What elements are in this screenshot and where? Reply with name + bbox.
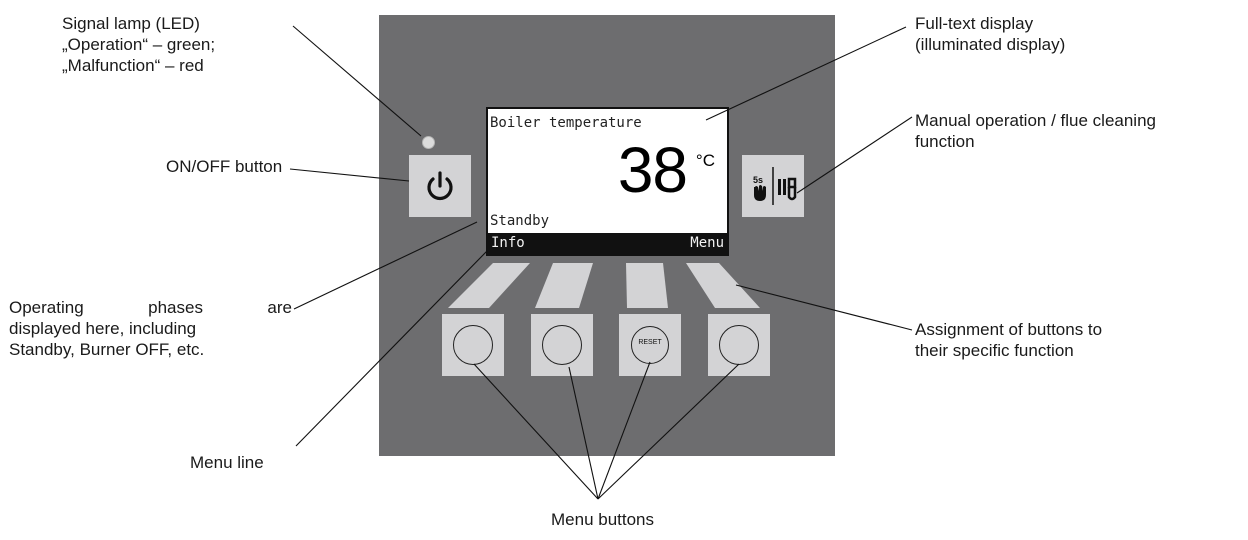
label-full-text-display: Full-text display (illuminated display) bbox=[915, 13, 1065, 55]
menu-button-2-circle bbox=[542, 325, 582, 365]
display-title: Boiler temperature bbox=[490, 115, 642, 131]
label-menu-line: Menu line bbox=[190, 453, 264, 472]
full-text-display: Boiler temperature 38 °C Standby Info Me… bbox=[486, 107, 729, 256]
reset-button-circle: RESET bbox=[631, 326, 669, 364]
label-signal-lamp-line2: „Operation“ – green; bbox=[62, 35, 216, 54]
label-phases-word1: Operating bbox=[9, 298, 84, 317]
label-assignment-line2: their specific function bbox=[915, 341, 1074, 360]
label-full-text-line2: (illuminated display) bbox=[915, 35, 1066, 54]
manual-badge-text: 5s bbox=[753, 175, 763, 185]
menu-button-1-circle bbox=[453, 325, 493, 365]
label-menu-buttons: Menu buttons bbox=[551, 510, 655, 529]
menu-button-4[interactable] bbox=[708, 314, 770, 376]
label-button-assignment: Assignment of buttons to their specific … bbox=[915, 319, 1102, 361]
label-phases-line3: Standby, Burner OFF, etc. bbox=[9, 340, 205, 359]
hand-5s-flue-cleaning-icon: 5s bbox=[753, 167, 797, 205]
manual-operation-button[interactable]: 5s bbox=[742, 155, 804, 217]
label-signal-lamp: Signal lamp (LED) „Operation“ – green; „… bbox=[62, 13, 215, 76]
on-off-button[interactable] bbox=[409, 155, 471, 217]
signal-lamp-led bbox=[422, 136, 435, 149]
power-icon bbox=[427, 171, 453, 201]
label-manual-line2: function bbox=[915, 132, 975, 151]
menu-button-2[interactable] bbox=[531, 314, 593, 376]
label-phases-word2: phases bbox=[148, 298, 203, 317]
operating-phase-text: Standby bbox=[490, 213, 550, 229]
label-phases-line1: Operating phases are bbox=[9, 297, 292, 318]
softkey-label-menu: Menu bbox=[690, 235, 724, 251]
reset-label: RESET bbox=[638, 339, 662, 346]
temperature-value: 38 bbox=[617, 134, 688, 206]
menu-button-1[interactable] bbox=[442, 314, 504, 376]
label-phases-word3: are bbox=[267, 298, 292, 317]
label-manual-line1: Manual operation / flue cleaning bbox=[915, 111, 1156, 130]
label-phases-line2: displayed here, including bbox=[9, 319, 197, 338]
label-full-text-line1: Full-text display bbox=[915, 14, 1034, 33]
label-assignment-line1: Assignment of buttons to bbox=[915, 320, 1103, 339]
label-signal-lamp-line3: „Malfunction“ – red bbox=[62, 56, 204, 75]
label-operating-phases: Operating phases are displayed here, inc… bbox=[9, 297, 292, 360]
temperature-unit: °C bbox=[695, 151, 715, 170]
reset-button[interactable]: RESET bbox=[619, 314, 681, 376]
label-signal-lamp-line1: Signal lamp (LED) bbox=[62, 14, 200, 33]
softkey-label-info: Info bbox=[491, 235, 525, 251]
menu-line: Info Menu bbox=[488, 233, 727, 254]
label-on-off: ON/OFF button bbox=[166, 157, 283, 176]
menu-button-4-circle bbox=[719, 325, 759, 365]
label-manual-operation: Manual operation / flue cleaning functio… bbox=[915, 110, 1156, 152]
